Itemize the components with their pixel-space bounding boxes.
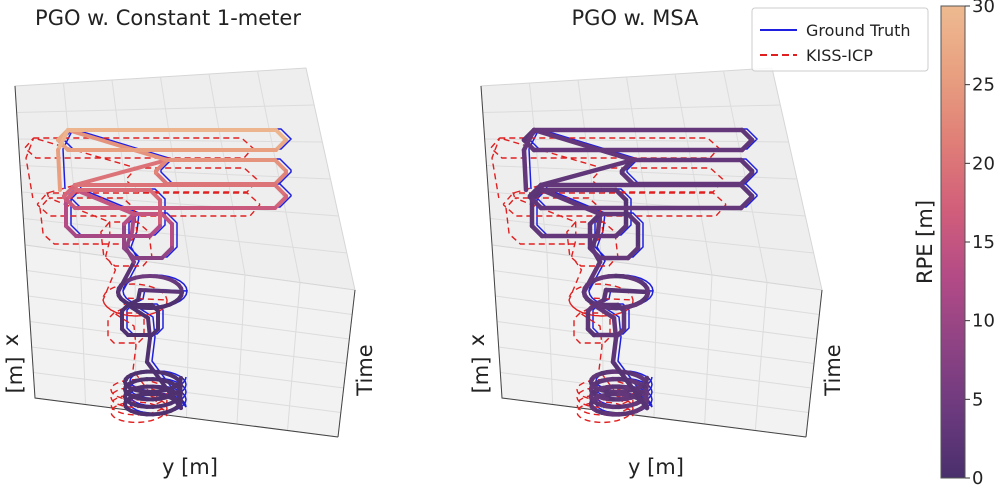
rpe-segment: [625, 245, 641, 261]
rpe-segment: [738, 170, 755, 187]
rpe-segment: [531, 127, 636, 163]
left-trajectories: [23, 128, 293, 424]
kiss-icp-path: [23, 137, 261, 424]
rpe-segment: [145, 360, 183, 410]
rpe-segment: [625, 211, 641, 227]
pane-axis-line: [805, 289, 823, 438]
rpe-segment: [148, 188, 162, 202]
rpe-segment: [116, 260, 136, 294]
rpe-segment: [738, 157, 755, 174]
right-y-axis-label: y [m]: [628, 455, 684, 479]
right-panel: PGO w. MSA y [m] x [m] Time: [465, 6, 845, 479]
rpe-segment: [521, 127, 537, 153]
rpe-segment: [145, 336, 152, 364]
legend: Ground Truth KISS-ICP: [751, 7, 929, 72]
right-x-axis-unit: [m]: [469, 357, 493, 394]
right-trajectories: [489, 127, 759, 424]
colorbar-tick-label: 10: [972, 311, 995, 332]
colorbar-tick-label: 5: [972, 389, 983, 410]
grid-line: [33, 372, 341, 413]
rpe-segment: [610, 359, 650, 411]
rpe-segment: [66, 128, 169, 162]
rpe-segment: [154, 171, 169, 186]
left-x-axis-unit: [m]: [3, 357, 27, 394]
rpe-segment: [527, 182, 544, 199]
rpe-segment: [273, 171, 288, 186]
grid-line: [500, 372, 809, 413]
rpe-segment: [56, 128, 70, 152]
rpe-segment: [738, 182, 755, 199]
left-y-axis-label: y [m]: [162, 455, 218, 479]
colorbar-tick-label: 15: [972, 232, 995, 253]
right-time-label: Time: [821, 344, 845, 396]
colorbar-tick-label: 25: [972, 75, 995, 96]
rpe-segment: [739, 127, 755, 143]
pane-axis-line: [337, 289, 356, 438]
colorbar-tick-label: 0: [972, 468, 983, 489]
rpe-segment: [603, 287, 651, 295]
pane-axis-line: [480, 85, 807, 438]
rpe-segment: [138, 288, 184, 294]
legend-ground-truth-label: Ground Truth: [806, 21, 911, 40]
right-x-axis-label: x: [465, 334, 489, 346]
rpe-segment: [56, 148, 62, 192]
left-title: PGO w. Constant 1-meter: [35, 6, 301, 30]
rpe-segment: [738, 194, 755, 211]
rpe-segment: [619, 170, 636, 187]
grid-line: [490, 218, 814, 254]
rpe-segment: [160, 212, 174, 226]
pane-axis-line: [14, 85, 339, 438]
rpe-segment: [62, 195, 77, 210]
rpe-segment: [64, 224, 78, 238]
rpe-segment: [273, 195, 288, 210]
rpe-segment: [613, 223, 629, 239]
rpe-segment: [274, 138, 288, 152]
rpe-segment: [122, 246, 136, 260]
rpe-segment: [619, 157, 636, 174]
rpe-segment: [62, 183, 77, 198]
colorbar: 0 5 10 15 20 25 30 RPE [m]: [913, 0, 995, 489]
grid-line: [23, 218, 347, 254]
rpe-segment: [587, 245, 603, 261]
rpe-segment: [610, 335, 619, 365]
rpe-segment: [529, 223, 545, 239]
rpe-segment: [527, 194, 544, 211]
rpe-segment: [273, 183, 288, 198]
colorbar-ticks: 0 5 10 15 20 25 30: [965, 0, 995, 489]
left-time-label: Time: [353, 344, 377, 396]
colorbar-tick-label: 20: [972, 153, 995, 174]
rpe-segment: [274, 128, 288, 142]
colorbar-label: RPE [m]: [913, 200, 937, 284]
left-panel: PGO w. Constant 1-meter y [m] x [m] Time: [0, 6, 377, 479]
legend-kiss-icp-label: KISS-ICP: [806, 46, 873, 65]
rpe-segment: [122, 212, 136, 226]
rpe-segment: [56, 138, 70, 152]
rpe-segment: [613, 187, 629, 203]
rpe-segment: [538, 157, 636, 188]
rpe-segment: [160, 246, 174, 260]
rpe-segment: [126, 303, 150, 320]
rpe-segment: [273, 158, 288, 173]
colorbar-bar: [940, 5, 966, 479]
right-title: PGO w. MSA: [572, 6, 700, 30]
rpe-segment: [154, 158, 169, 173]
rpe-segment: [73, 158, 169, 187]
rpe-segment: [581, 259, 603, 295]
colorbar-tick-label: 30: [972, 0, 995, 17]
rpe-segment: [521, 147, 529, 193]
rpe-segment: [739, 137, 755, 153]
kiss-icp-path: [489, 137, 727, 424]
left-x-axis-label: x: [0, 334, 23, 346]
rpe-segment: [148, 224, 162, 238]
